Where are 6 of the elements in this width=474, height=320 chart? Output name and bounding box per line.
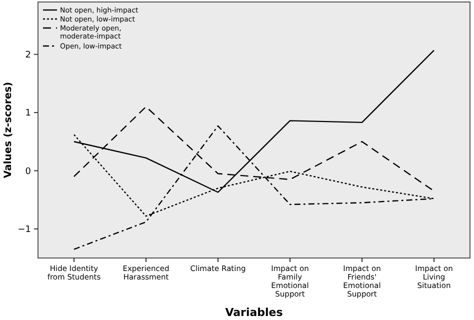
y-tick-label: −1 bbox=[18, 225, 31, 236]
y-tick-label: 0 bbox=[25, 166, 32, 177]
y-tick-label: 1 bbox=[25, 108, 31, 119]
y-tick-label: 2 bbox=[25, 50, 31, 61]
y-axis-title: Values (z-scores) bbox=[3, 82, 14, 178]
x-axis-title: Variables bbox=[225, 306, 284, 319]
